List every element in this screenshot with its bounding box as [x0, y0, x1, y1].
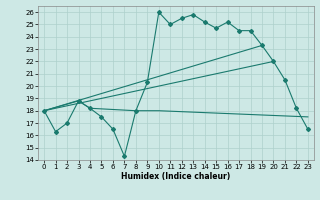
X-axis label: Humidex (Indice chaleur): Humidex (Indice chaleur)	[121, 172, 231, 181]
